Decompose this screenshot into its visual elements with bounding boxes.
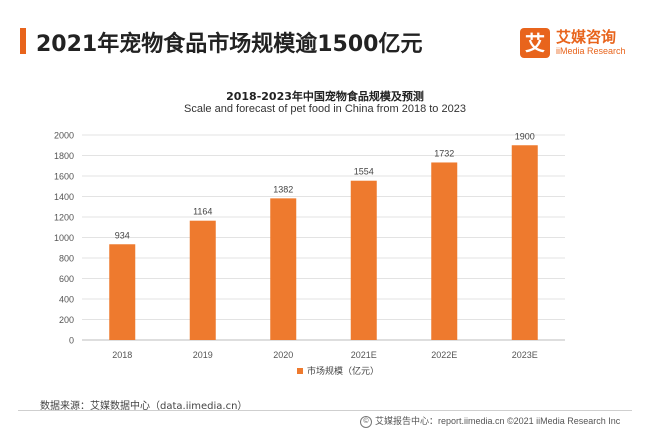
data-label: 1164 <box>193 207 212 217</box>
x-tick-label: 2018 <box>112 350 132 360</box>
x-tick-label: 2019 <box>193 350 213 360</box>
bar <box>109 244 136 340</box>
data-label: 934 <box>115 230 130 240</box>
footer-divider <box>18 410 632 411</box>
y-tick-label: 1400 <box>54 192 74 202</box>
data-label: 1900 <box>515 131 535 141</box>
copyright-circle-icon: © <box>360 415 372 428</box>
y-tick-label: 200 <box>59 315 74 325</box>
y-tick-label: 1800 <box>54 151 74 161</box>
brand-name-en: iiMedia Research <box>556 46 626 56</box>
y-tick-label: 600 <box>59 274 74 284</box>
bar <box>511 145 538 340</box>
headline-accent-bar <box>20 28 26 54</box>
y-tick-label: 800 <box>59 254 74 264</box>
bar <box>189 220 216 340</box>
y-tick-label: 0 <box>69 336 74 346</box>
data-label: 1382 <box>273 184 293 194</box>
legend-label: 市场规模（亿元） <box>307 365 379 377</box>
bar-chart: 0 200 400 600 800 1000 1200 1400 1600 1800 2000 934… <box>54 131 565 377</box>
y-tick-label: 1600 <box>54 172 74 182</box>
chart-subtitle: Scale and forecast of pet food in China … <box>184 103 466 115</box>
y-tick-label: 400 <box>59 295 74 305</box>
x-tick-label: 2022E <box>431 350 457 360</box>
x-tick-label: 2020 <box>273 350 293 360</box>
bar <box>270 198 297 340</box>
x-tick-label: 2021E <box>351 350 377 360</box>
data-label: 1554 <box>354 167 374 177</box>
data-source-note: 数据来源：艾媒数据中心（data.iimedia.cn） <box>40 401 248 412</box>
y-tick-label: 1000 <box>54 233 74 243</box>
bar <box>431 162 458 340</box>
bar <box>350 180 377 340</box>
footer-text: 艾媒报告中心：report.iimedia.cn ©2021 iiMedia R… <box>375 416 621 426</box>
y-tick-label: 2000 <box>54 131 74 141</box>
brand-logo: 艾 艾媒咨询 iiMedia Research <box>520 26 632 62</box>
brand-logo-icon: 艾 <box>520 28 550 58</box>
page-headline: 2021年宠物食品市场规模逾1500亿元 <box>36 32 423 57</box>
chart-title: 2018-2023年中国宠物食品规模及预测 <box>226 90 424 103</box>
y-tick-label: 1200 <box>54 213 74 223</box>
x-tick-label: 2023E <box>512 350 538 360</box>
legend-swatch <box>297 368 303 374</box>
footer: © 艾媒报告中心：report.iimedia.cn ©2021 iiMedia … <box>360 414 620 428</box>
data-label: 1732 <box>434 148 454 158</box>
brand-name-cn: 艾媒咨询 <box>556 28 617 46</box>
